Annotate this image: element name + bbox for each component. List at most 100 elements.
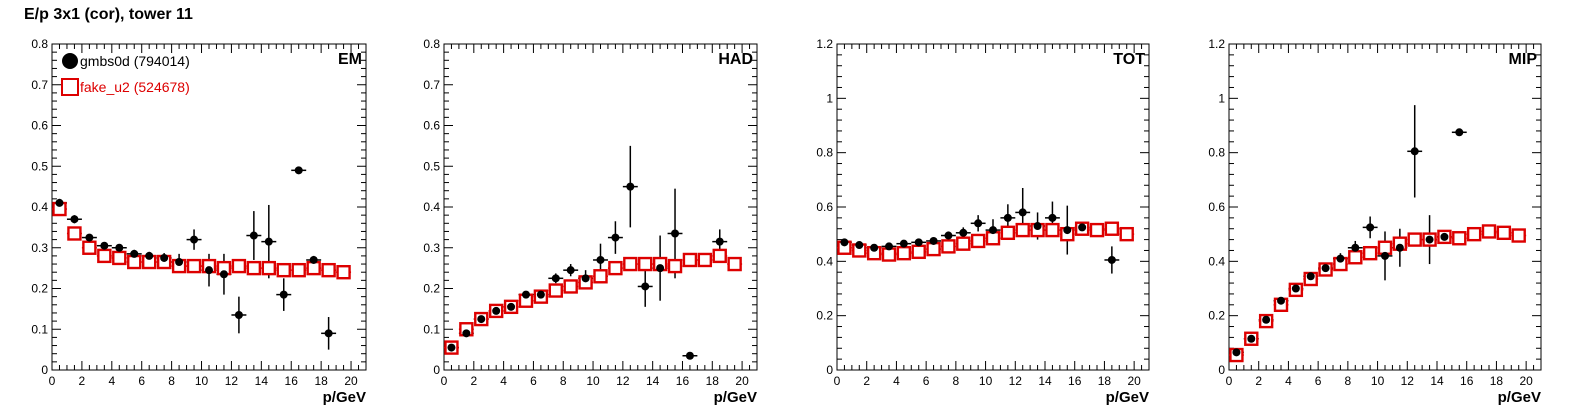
x-tick-label: 10 <box>979 374 993 388</box>
legend-label-gmbs0d: gmbs0d (794014) <box>80 53 190 69</box>
data-point-gmbs0d <box>1018 208 1027 217</box>
data-point-gmbs0d <box>551 274 560 283</box>
data-point-fake-u2 <box>336 265 351 280</box>
data-point-fake-u2 <box>638 256 653 272</box>
x-tick-label: 14 <box>255 374 269 388</box>
plot-frame <box>1228 43 1542 371</box>
x-tick-label: 16 <box>1068 374 1082 388</box>
data-point-gmbs0d <box>264 237 273 246</box>
x-tick-label: 0 <box>441 374 448 388</box>
y-tick-label: 1.2 <box>1208 37 1225 51</box>
x-tick-label: 8 <box>1345 374 1352 388</box>
data-point-gmbs0d <box>1063 226 1072 235</box>
y-tick-label: 1.2 <box>816 37 833 51</box>
x-tick-label: 6 <box>138 374 145 388</box>
y-tick-label: 0.8 <box>816 146 833 160</box>
y-tick-label: 0.4 <box>816 254 833 268</box>
x-tick-label: 18 <box>706 374 720 388</box>
data-point-gmbs0d <box>1351 243 1360 252</box>
data-point-gmbs0d <box>1107 255 1116 264</box>
data-point-gmbs0d <box>1277 296 1285 305</box>
panel-label: HAD <box>718 51 753 68</box>
x-tick-label: 2 <box>79 374 86 388</box>
data-point-fake-u2 <box>1481 224 1497 239</box>
x-tick-label: 12 <box>1401 374 1415 388</box>
x-tick-label: 14 <box>646 374 660 388</box>
data-point-gmbs0d <box>974 219 983 228</box>
y-tick-label: 0.2 <box>1208 309 1225 323</box>
data-point-gmbs0d <box>1048 213 1057 222</box>
chart-panel-mip: 0 2 4 6 8 10 12 14 16 18 20 0 0.2 0.4 0.6 0.8 1 1.2 p/GeV M… <box>1208 37 1542 406</box>
data-point-gmbs0d <box>477 315 486 324</box>
y-tick-label: 0.6 <box>1208 200 1225 214</box>
data-point-gmbs0d <box>1003 213 1012 222</box>
data-point-gmbs0d <box>160 253 169 262</box>
legend-label-fake-u2: fake_u2 (524678) <box>80 79 190 95</box>
data-point-fake-u2 <box>667 258 683 274</box>
y-tick-label: 0.5 <box>31 159 48 173</box>
x-tick-label: 0 <box>834 374 841 388</box>
data-point-fake-u2 <box>941 239 956 254</box>
y-tick-label: 0.5 <box>423 159 440 173</box>
data-point-fake-u2 <box>1104 221 1120 236</box>
data-point-fake-u2 <box>608 260 623 276</box>
x-tick-label: 12 <box>225 374 239 388</box>
chart-panel-had: 0 2 4 6 8 10 12 14 16 18 20 0 0.1 0.2 0.3 0.4 0.5 0.6 0.7 0… <box>423 37 758 406</box>
panel-label: TOT <box>1113 51 1145 68</box>
x-tick-label: 12 <box>1009 374 1023 388</box>
data-point-gmbs0d <box>855 241 864 250</box>
data-point-gmbs0d <box>279 290 288 299</box>
data-point-gmbs0d <box>1306 272 1315 281</box>
x-tick-label: 20 <box>344 374 358 388</box>
x-tick-label: 18 <box>1098 374 1112 388</box>
data-point-fake-u2 <box>1045 222 1060 238</box>
x-tick-label: 4 <box>108 374 115 388</box>
y-tick-label: 0.1 <box>423 322 440 336</box>
data-point-gmbs0d <box>1455 128 1464 137</box>
data-point-gmbs0d <box>1232 348 1241 357</box>
data-point-gmbs0d <box>885 242 893 251</box>
data-point-gmbs0d <box>715 237 724 246</box>
data-point-gmbs0d <box>1410 147 1419 156</box>
data-point-gmbs0d <box>1033 222 1042 231</box>
data-point-gmbs0d <box>685 351 694 360</box>
data-point-fake-u2 <box>548 283 563 298</box>
x-tick-label: 20 <box>735 374 749 388</box>
data-point-fake-u2 <box>727 256 742 272</box>
data-point-gmbs0d <box>462 329 471 338</box>
data-point-gmbs0d <box>656 264 665 273</box>
data-point-fake-u2 <box>593 269 608 284</box>
data-point-fake-u2 <box>712 248 727 264</box>
data-point-fake-u2 <box>112 250 127 266</box>
x-tick-label: 8 <box>560 374 567 388</box>
y-tick-label: 0.1 <box>31 322 48 336</box>
data-point-fake-u2 <box>1452 231 1467 246</box>
data-point-gmbs0d <box>219 270 228 279</box>
data-point-gmbs0d <box>70 215 79 224</box>
y-tick-label: 0.6 <box>31 119 48 133</box>
data-point-fake-u2 <box>1348 250 1363 265</box>
x-tick-label: 10 <box>195 374 209 388</box>
data-point-gmbs0d <box>190 235 199 244</box>
data-point-fake-u2 <box>896 245 912 261</box>
data-point-gmbs0d <box>1381 251 1389 260</box>
x-tick-label: 6 <box>923 374 930 388</box>
data-point-gmbs0d <box>1366 223 1375 232</box>
data-point-fake-u2 <box>82 240 97 255</box>
data-point-gmbs0d <box>234 310 243 319</box>
x-axis-label: p/GeV <box>1106 389 1149 406</box>
y-tick-label: 1 <box>826 91 833 105</box>
data-point-gmbs0d <box>870 243 879 252</box>
data-point-fake-u2 <box>67 226 82 241</box>
x-tick-label: 2 <box>1255 374 1262 388</box>
data-point-gmbs0d <box>566 266 575 275</box>
y-tick-label: 0.3 <box>423 241 440 255</box>
data-point-gmbs0d <box>989 226 997 235</box>
data-point-gmbs0d <box>100 241 109 250</box>
data-point-fake-u2 <box>1496 225 1512 241</box>
data-point-fake-u2 <box>1000 225 1016 241</box>
data-point-fake-u2 <box>1511 228 1526 243</box>
legend: gmbs0d (794014) fake_u2 (524678) <box>61 53 190 96</box>
data-point-gmbs0d <box>626 182 635 191</box>
data-point-gmbs0d <box>914 238 923 247</box>
